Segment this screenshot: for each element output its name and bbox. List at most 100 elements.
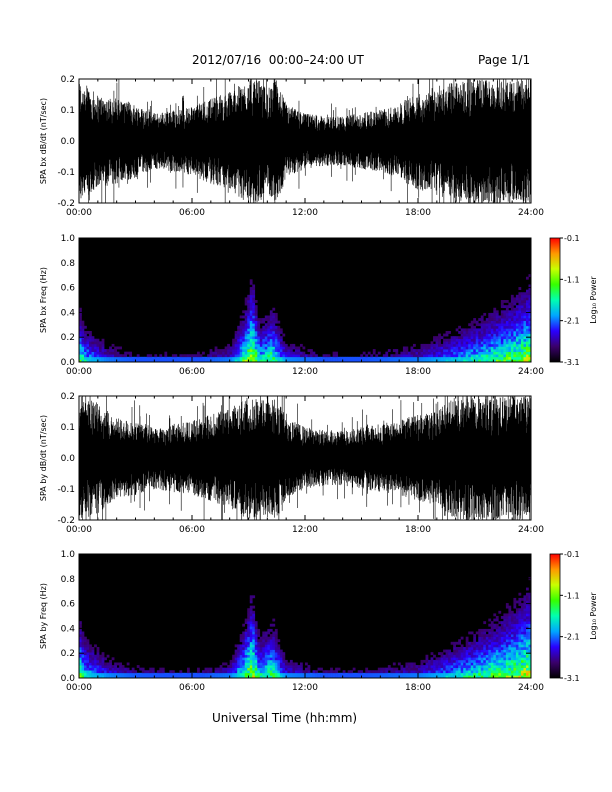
- spectrogram-cell: [222, 351, 225, 355]
- spectrogram-cell: [247, 631, 251, 635]
- spectrogram-cell: [490, 670, 494, 674]
- spectrogram-cell: [315, 672, 318, 676]
- spectrogram-cell: [217, 359, 220, 363]
- spectrogram-cell: [254, 315, 258, 319]
- spectrogram-cell: [219, 354, 223, 358]
- spectrogram-cell: [483, 639, 487, 643]
- spectrogram-cell: [528, 310, 532, 314]
- spectrogram-cell: [282, 351, 286, 355]
- spectrogram-cell: [249, 597, 253, 601]
- spectrogram-cell: [493, 336, 497, 340]
- spectrogram-cell: [473, 318, 477, 321]
- spectrogram-cell: [528, 274, 532, 278]
- spectrogram-cell: [387, 675, 391, 679]
- spectrogram-cell: [488, 359, 492, 363]
- spectrogram-cell: [124, 354, 128, 358]
- spectrogram-cell: [445, 665, 449, 668]
- spectrogram-cell: [332, 351, 336, 355]
- spectrogram-cell: [485, 354, 489, 358]
- spectrogram-cell: [505, 659, 509, 663]
- spectrogram-cell: [81, 320, 85, 324]
- spectrogram-cell: [510, 328, 514, 332]
- spectrogram-cell: [254, 349, 258, 352]
- spectrogram-cell: [264, 675, 268, 679]
- spectrogram-cell: [219, 675, 223, 679]
- spectrogram-cell: [513, 621, 517, 625]
- spectrogram-cell: [222, 354, 225, 358]
- spectrogram-cell: [114, 359, 117, 363]
- spectrogram-cell: [274, 631, 278, 635]
- spectrogram-cell: [91, 652, 95, 656]
- spectrogram-cell: [450, 667, 454, 671]
- spectrogram-cell: [510, 318, 514, 321]
- spectrogram-cell: [405, 356, 409, 360]
- spectrogram-cell: [197, 356, 200, 360]
- spectrogram-cell: [523, 667, 527, 671]
- spectrogram-cell: [465, 328, 469, 332]
- spectrogram-cell: [495, 310, 499, 314]
- spectrogram-cell: [508, 338, 512, 342]
- spectrogram-cell: [252, 343, 256, 347]
- spectrogram-cell: [460, 665, 464, 668]
- spectrogram-cell: [528, 294, 532, 298]
- spectrogram-cell: [498, 649, 502, 653]
- spectrogram-cell: [244, 654, 248, 658]
- spectrogram-cell: [470, 672, 474, 676]
- spectrogram-cell: [395, 354, 399, 358]
- spectrogram-cell: [247, 341, 251, 345]
- spectrogram-cell: [202, 351, 205, 355]
- spectrogram-cell: [262, 649, 266, 653]
- spectrogram-cell: [252, 300, 256, 303]
- spectrogram-cell: [89, 662, 92, 666]
- spectrogram-cell: [360, 356, 364, 360]
- spectrogram-cell: [465, 341, 469, 345]
- spectrogram-cell: [254, 647, 258, 650]
- spectrogram-cell: [207, 667, 210, 671]
- spectrogram-cell: [186, 672, 190, 676]
- spectrogram-cell: [294, 667, 298, 671]
- spectrogram-cell: [257, 343, 261, 347]
- spectrogram-cell: [525, 647, 529, 650]
- spectrogram-cell: [272, 652, 276, 656]
- spectrogram-cell: [395, 675, 399, 679]
- spectrogram-cell: [508, 662, 512, 666]
- spectrogram-cell: [149, 356, 153, 360]
- spectrogram-cell: [239, 670, 243, 674]
- spectrogram-cell: [483, 354, 487, 358]
- spectrogram-cell: [508, 631, 512, 635]
- y-tick-label: 0.0: [61, 454, 76, 464]
- spectrogram-cell: [518, 613, 522, 617]
- spectrogram-cell: [234, 670, 238, 674]
- spectrogram-cell: [510, 649, 514, 653]
- spectrogram-cell: [229, 349, 233, 352]
- spectrogram-cell: [433, 665, 436, 668]
- x-tick-label: 12:00: [292, 683, 318, 693]
- spectrogram-cell: [186, 675, 190, 679]
- spectrogram-cell: [453, 665, 456, 668]
- spectrogram-cell: [264, 356, 268, 360]
- spectrogram-cell: [438, 672, 441, 676]
- spectrogram-cell: [528, 312, 532, 316]
- spectrogram-cell: [392, 359, 396, 363]
- spectrogram-cell: [468, 328, 472, 332]
- spectrogram-cell: [480, 356, 484, 360]
- spectrogram-cell: [194, 354, 198, 358]
- spectrogram-cell: [109, 346, 112, 350]
- spectrogram-cell: [513, 657, 517, 661]
- spectrogram-cell: [450, 354, 454, 358]
- spectrogram-cell: [523, 608, 527, 612]
- spectrogram-cell: [390, 670, 394, 674]
- spectrogram-cell: [284, 354, 288, 358]
- spectrogram-cell: [505, 670, 509, 674]
- y-tick-label: 0.1: [61, 423, 75, 433]
- spectrogram-cell: [299, 351, 303, 355]
- spectrogram-cell: [214, 675, 218, 679]
- spectrogram-cell: [277, 649, 281, 653]
- spectrogram-cell: [232, 356, 235, 360]
- spectrogram-cell: [267, 349, 271, 352]
- spectrogram-cell: [247, 310, 251, 314]
- spectrogram-cell: [488, 662, 492, 666]
- spectrogram-cell: [510, 631, 514, 635]
- spectrogram-cell: [490, 659, 494, 663]
- spectrogram-cell: [475, 659, 479, 663]
